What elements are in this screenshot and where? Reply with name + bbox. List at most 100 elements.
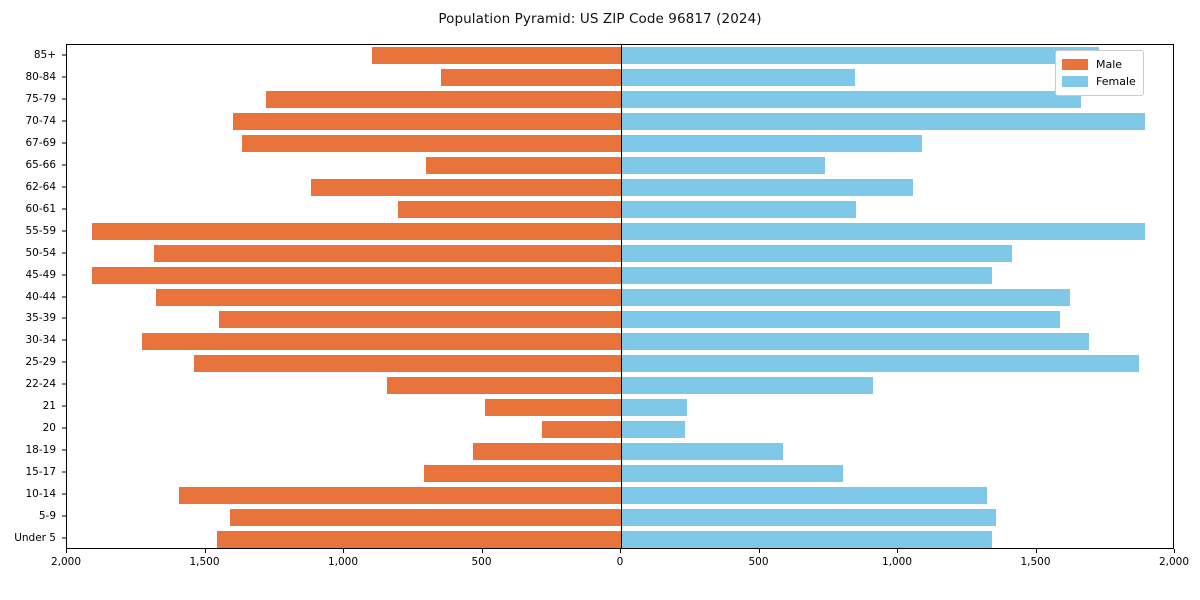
male-bar[interactable] [266, 91, 621, 109]
female-bar[interactable] [621, 69, 856, 87]
y-tick-label: 80-84 [25, 70, 56, 83]
female-bar[interactable] [621, 135, 922, 153]
pyramid-row [67, 201, 1173, 219]
x-tick-mark [343, 549, 344, 553]
pyramid-row [67, 508, 1173, 526]
male-bar[interactable] [179, 486, 621, 504]
male-bar[interactable] [425, 157, 621, 175]
male-bar[interactable] [472, 442, 621, 460]
y-tick-label: 55-59 [25, 224, 56, 237]
y-tick-mark [62, 427, 66, 429]
y-tick-label: 62-64 [25, 180, 56, 193]
y-tick-label: 40-44 [25, 290, 56, 303]
chart-title: Population Pyramid: US ZIP Code 96817 (2… [438, 11, 762, 27]
pyramid-row [67, 310, 1173, 328]
male-bar[interactable] [398, 201, 621, 219]
y-tick-label: 30-34 [25, 334, 56, 347]
chart-legend: Male Female [1055, 50, 1144, 96]
y-tick-label: 15-17 [25, 466, 56, 479]
male-bar[interactable] [155, 289, 621, 306]
male-bar[interactable] [485, 398, 621, 416]
x-tick-mark [620, 549, 621, 553]
y-tick-label: 45-49 [25, 268, 56, 281]
pyramid-row [67, 179, 1173, 197]
female-bar[interactable] [621, 113, 1145, 131]
zero-axis-line [621, 45, 622, 548]
female-bar[interactable] [621, 530, 993, 548]
y-tick-mark [62, 230, 66, 232]
female-bar[interactable] [621, 223, 1145, 241]
y-tick-label: 67-69 [25, 136, 56, 149]
female-bar[interactable] [621, 486, 987, 504]
y-tick-label: 10-14 [25, 488, 56, 501]
female-bar[interactable] [621, 91, 1081, 109]
pyramid-row [67, 442, 1173, 460]
y-tick-mark [62, 76, 66, 78]
male-bar[interactable] [141, 332, 621, 350]
male-bar[interactable] [386, 376, 621, 394]
pyramid-row [67, 47, 1173, 65]
male-bar[interactable] [371, 47, 621, 65]
legend-entry[interactable]: Male [1062, 56, 1136, 73]
pyramid-row [67, 354, 1173, 372]
y-tick-mark [62, 361, 66, 363]
female-bar[interactable] [621, 398, 688, 416]
y-tick-label: 22-24 [25, 378, 56, 391]
male-bar[interactable] [310, 179, 621, 197]
female-bar[interactable] [621, 289, 1070, 306]
pyramid-row [67, 332, 1173, 350]
legend-entry[interactable]: Female [1062, 73, 1136, 90]
x-tick-mark [1035, 549, 1037, 553]
female-bar[interactable] [621, 354, 1139, 372]
y-tick-label: 18-19 [25, 444, 56, 457]
y-tick-label: 21 [42, 400, 56, 413]
y-tick-mark [62, 186, 66, 188]
pyramid-row [67, 113, 1173, 131]
x-tick-label: 1,000 [881, 556, 913, 568]
male-bar[interactable] [194, 354, 621, 372]
male-bar[interactable] [216, 530, 621, 548]
y-tick-label: 5-9 [38, 510, 56, 523]
female-bar[interactable] [621, 201, 857, 219]
x-tick-mark [481, 549, 483, 553]
x-tick-label: 1,500 [1020, 556, 1051, 568]
male-bar[interactable] [91, 267, 621, 285]
male-bar[interactable] [154, 245, 621, 263]
x-tick-label: 500 [748, 556, 769, 568]
male-bar[interactable] [542, 420, 621, 438]
y-tick-label: 65-66 [25, 158, 56, 171]
male-bar[interactable] [424, 464, 621, 482]
male-bar[interactable] [91, 223, 621, 241]
y-tick-label: 85+ [33, 48, 56, 61]
female-bar[interactable] [621, 310, 1061, 328]
x-tick-mark [897, 549, 898, 553]
pyramid-row [67, 91, 1173, 109]
legend-color-swatch [1062, 59, 1088, 70]
y-tick-mark [62, 449, 66, 451]
male-bar[interactable] [233, 113, 621, 131]
female-bar[interactable] [621, 376, 874, 394]
male-bar[interactable] [219, 310, 621, 328]
female-bar[interactable] [621, 464, 843, 482]
female-bar[interactable] [621, 442, 784, 460]
female-bar[interactable] [621, 179, 914, 197]
y-tick-mark [62, 537, 66, 539]
y-tick-label: 50-54 [25, 246, 56, 259]
female-bar[interactable] [621, 157, 825, 175]
y-tick-mark [62, 317, 66, 319]
legend-label: Female [1096, 75, 1136, 88]
male-bar[interactable] [440, 69, 621, 87]
male-bar[interactable] [230, 508, 621, 526]
female-bar[interactable] [621, 508, 997, 526]
x-tick-mark [66, 549, 67, 553]
y-axis: 85+ 80-84 75-79 70-74 67-69 65-66 62-64 60-61 55… [0, 44, 66, 549]
female-bar[interactable] [621, 245, 1012, 263]
pyramid-row [67, 69, 1173, 87]
y-tick-mark [62, 120, 66, 122]
female-bar[interactable] [621, 47, 1099, 65]
female-bar[interactable] [621, 420, 685, 438]
y-tick-mark [62, 405, 66, 407]
female-bar[interactable] [621, 332, 1090, 350]
male-bar[interactable] [241, 135, 621, 153]
female-bar[interactable] [621, 267, 993, 285]
